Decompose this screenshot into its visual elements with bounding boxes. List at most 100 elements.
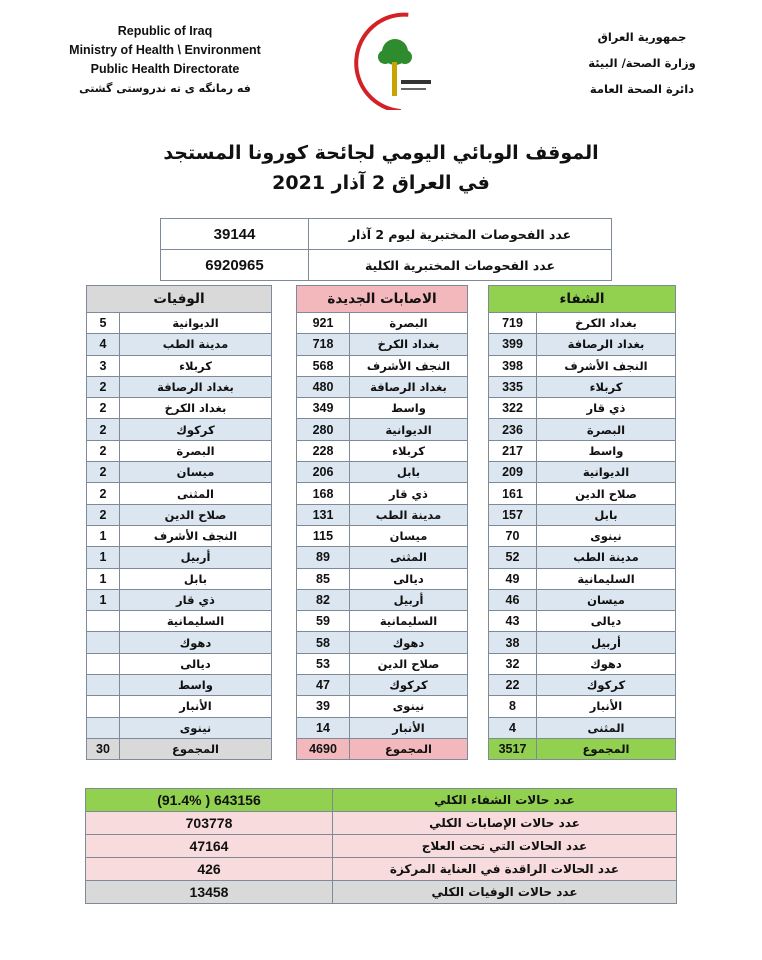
table-row: المثنى 2 [86, 482, 272, 505]
summary-value: 703778 [85, 811, 333, 835]
governorate-cell: ميسان [536, 588, 676, 612]
governorate-cell: ذي قار [349, 482, 468, 505]
count-cell: 398 [488, 354, 537, 377]
count-cell: 322 [488, 397, 537, 420]
table-row: ديالى [86, 652, 272, 676]
table-row: كربلاء 228 [296, 439, 468, 463]
table-row: بغداد الكرخ 718 [296, 333, 468, 356]
governorate-cell: أربيل [119, 546, 272, 569]
governorate-cell: ذي قار [119, 588, 272, 612]
governorate-cell: ميسان [349, 524, 468, 548]
count-cell: 228 [296, 439, 350, 463]
count-cell: 568 [296, 354, 350, 377]
governorate-cell: ديالى [119, 652, 272, 676]
count-cell: 236 [488, 418, 537, 441]
count-cell: 157 [488, 503, 537, 526]
table-row: الديوانية 280 [296, 418, 468, 441]
table-header: الاصابات الجديدة [296, 285, 468, 313]
count-cell: 70 [488, 524, 537, 548]
count-cell: 32 [488, 652, 537, 676]
english-letterhead: Republic of Iraq Ministry of Health \ En… [40, 22, 290, 98]
governorate-cell: دهوك [536, 652, 676, 676]
governorate-cell: ميسان [119, 461, 272, 484]
governorate-cell: صلاح الدين [349, 652, 468, 676]
count-cell: 5 [86, 311, 120, 335]
letterhead-line: فه رمانگه ی ته ندروستی گشتی [79, 82, 251, 95]
total-value: 4690 [296, 737, 350, 760]
table-row: مدينة الطب 4 [86, 333, 272, 356]
governorate-cell: بغداد الرصافة [536, 333, 676, 356]
count-cell: 38 [488, 631, 537, 654]
governorate-cell: البصرة [119, 439, 272, 463]
count-cell: 85 [296, 567, 350, 590]
table-row: السليمانية 59 [296, 610, 468, 633]
count-cell [86, 695, 120, 718]
tests-table: عدد الفحوصات المختبرية ليوم 2 آذار 39144 ع… [160, 218, 612, 281]
summary-value: 426 [85, 857, 333, 881]
governorate-cell: بغداد الرصافة [349, 375, 468, 399]
count-cell: 1 [86, 588, 120, 612]
total-value: 3517 [488, 737, 537, 760]
summary-label: عدد حالات الوفيات الكلي [332, 880, 677, 904]
table-row: النجف الأشرف 398 [488, 354, 676, 377]
table-row: الديوانية 5 [86, 311, 272, 335]
table-row: كركوك 47 [296, 674, 468, 697]
governorate-cell: كربلاء [536, 375, 676, 399]
count-cell: 1 [86, 546, 120, 569]
governorate-cell: كربلاء [349, 439, 468, 463]
governorate-cell: بابل [349, 461, 468, 484]
count-cell: 2 [86, 418, 120, 441]
governorate-cell: الأنبار [349, 716, 468, 739]
table-row: بابل 1 [86, 567, 272, 590]
table-row: واسط 217 [488, 439, 676, 463]
table-title: الوفيات [86, 285, 272, 313]
count-cell: 161 [488, 482, 537, 505]
count-cell: 217 [488, 439, 537, 463]
summary-label: عدد حالات الشفاء الكلي [332, 788, 677, 812]
count-cell [86, 674, 120, 697]
count-cell: 4 [86, 333, 120, 356]
count-cell: 280 [296, 418, 350, 441]
table-row: المثنى 89 [296, 546, 468, 569]
count-cell: 47 [296, 674, 350, 697]
table-row: كربلاء 335 [488, 375, 676, 399]
deaths-table: الوفيات الديوانية 5 مدينة الطب 4 كربلاء 3 بغداد… [86, 285, 272, 760]
table-row: النجف الأشرف 1 [86, 524, 272, 548]
table-row: مدينة الطب 52 [488, 546, 676, 569]
table-row: ذي قار 322 [488, 397, 676, 420]
governorate-cell: السليمانية [349, 610, 468, 633]
table-row: كربلاء 3 [86, 354, 272, 377]
table-row: البصرة 921 [296, 311, 468, 335]
governorate-cell: كربلاء [119, 354, 272, 377]
governorate-cell: النجف الأشرف [349, 354, 468, 377]
table-row: الديوانية 209 [488, 461, 676, 484]
governorate-cell: بغداد الكرخ [349, 333, 468, 356]
tests-row: عدد الفحوصات المختبرية الكلية 6920965 [160, 249, 612, 281]
count-cell: 131 [296, 503, 350, 526]
governorate-cell: السليمانية [119, 610, 272, 633]
governorate-cell: المثنى [119, 482, 272, 505]
count-cell: 89 [296, 546, 350, 569]
tests-row: عدد الفحوصات المختبرية ليوم 2 آذار 39144 [160, 218, 612, 250]
count-cell: 168 [296, 482, 350, 505]
letterhead-line: Republic of Iraq [117, 24, 213, 38]
governorate-cell: نينوى [536, 524, 676, 548]
count-cell: 2 [86, 439, 120, 463]
governorate-cell: صلاح الدين [536, 482, 676, 505]
governorate-cell: البصرة [349, 311, 468, 335]
count-cell: 52 [488, 546, 537, 569]
summary-row: عدد حالات الإصابات الكلي 703778 [85, 811, 677, 835]
governorate-cell: السليمانية [536, 567, 676, 590]
tests-label: عدد الفحوصات المختبرية الكلية [308, 249, 612, 281]
governorate-cell: بغداد الكرخ [119, 397, 272, 420]
count-cell: 2 [86, 482, 120, 505]
governorate-cell: الديوانية [119, 311, 272, 335]
tests-value: 6920965 [160, 249, 309, 281]
count-cell: 349 [296, 397, 350, 420]
count-cell: 2 [86, 397, 120, 420]
governorate-cell: الأنبار [119, 695, 272, 718]
summary-row: عدد حالات الشفاء الكلي (91.4% ) 643156 [85, 788, 677, 812]
letterhead-line: جمهورية العراق [597, 30, 687, 44]
total-row: المجموع 3517 [488, 737, 676, 760]
table-row: دهوك [86, 631, 272, 654]
